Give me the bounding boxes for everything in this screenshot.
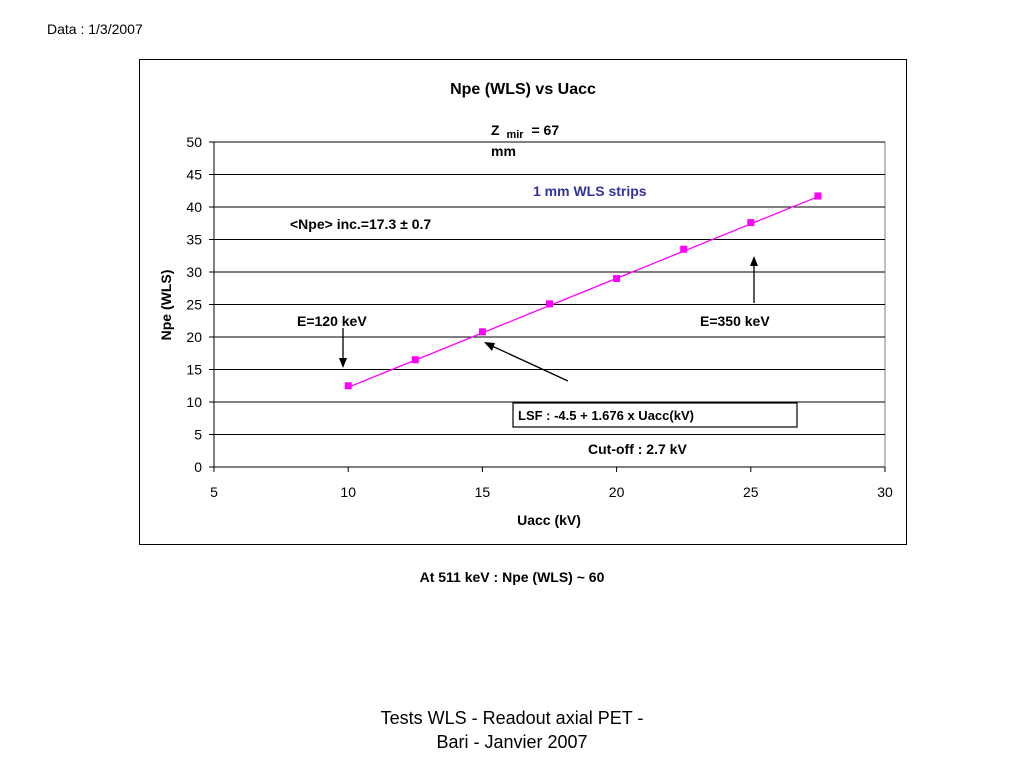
npe-inc-annotation: <Npe> inc.=17.3 ± 0.7 xyxy=(290,216,431,232)
data-point-0-3 xyxy=(546,300,553,308)
data-point-0-5 xyxy=(680,245,688,253)
x-tick-label-5: 5 xyxy=(210,484,218,500)
zmir-unit: mm xyxy=(491,143,516,159)
y-tick-label-0: 0 xyxy=(194,459,202,475)
footer-line-1: Tests WLS - Readout axial PET - xyxy=(380,708,644,728)
chart-frame: Npe (WLS) vs Uacc 0 5 10 15 20 25 30 35 40 45 50 5… xyxy=(139,59,907,545)
e350-arrow xyxy=(750,256,758,303)
x-tick-label-20: 20 xyxy=(609,484,625,500)
x-tick-label-25: 25 xyxy=(743,484,759,500)
strips-annotation: 1 mm WLS strips xyxy=(533,183,647,199)
lsf-arrow xyxy=(484,342,569,382)
chart-title: Npe (WLS) vs Uacc xyxy=(450,81,596,98)
x-axis-ticks: 5 10 15 20 25 30 xyxy=(210,467,893,500)
x-tick-label-10: 10 xyxy=(340,484,356,500)
date-label: Data : 1/3/2007 xyxy=(47,21,143,37)
x-tick-label-15: 15 xyxy=(475,484,491,500)
y-tick-label-25: 25 xyxy=(186,297,202,313)
y-tick-label-20: 20 xyxy=(186,329,202,345)
y-tick-label-5: 5 xyxy=(194,427,202,443)
x-tick-label-30: 30 xyxy=(877,484,893,500)
y-tick-label-30: 30 xyxy=(186,264,202,280)
data-point-0-7 xyxy=(814,192,822,200)
cutoff-annotation: Cut-off : 2.7 kV xyxy=(588,441,687,457)
lsf-box xyxy=(512,402,798,428)
footer: Tests WLS - Readout axial PET - Bari - J… xyxy=(0,706,1024,754)
lsf-annotation: LSF : -4.5 + 1.676 x Uacc(kV) xyxy=(518,408,694,423)
y-tick-label-15: 15 xyxy=(186,362,202,378)
fit-line-group xyxy=(347,196,819,388)
zmir-annotation: Z mir = 67 xyxy=(491,122,559,141)
zmir-value: = 67 xyxy=(531,122,559,138)
y-tick-label-50: 50 xyxy=(186,134,202,150)
data-point-0-2 xyxy=(478,328,486,336)
data-points xyxy=(344,192,822,390)
gridlines xyxy=(214,141,885,435)
e120-annotation: E=120 keV xyxy=(297,313,367,329)
zmir-subscript: mir xyxy=(506,129,524,141)
zmir-symbol: Z xyxy=(491,122,500,138)
data-point-0-6 xyxy=(747,219,755,227)
data-point-0-1 xyxy=(411,356,419,364)
y-axis-ticks: 0 5 10 15 20 25 30 35 40 45 50 xyxy=(186,134,214,475)
fit-line xyxy=(347,196,819,388)
y-tick-label-35: 35 xyxy=(186,232,202,248)
y-tick-label-10: 10 xyxy=(186,394,202,410)
e120-arrow xyxy=(339,328,347,368)
data-point-0-4 xyxy=(613,275,621,282)
footer-line-2: Bari - Janvier 2007 xyxy=(436,732,588,752)
x-axis-label: Uacc (kV) xyxy=(517,512,581,528)
footnote: At 511 keV : Npe (WLS) ~ 60 xyxy=(419,569,605,585)
e350-annotation: E=350 keV xyxy=(700,313,770,329)
y-tick-label-40: 40 xyxy=(186,199,202,215)
data-point-0-0 xyxy=(344,382,352,390)
y-tick-label-45: 45 xyxy=(186,167,202,183)
y-axis-label: Npe (WLS) xyxy=(158,270,174,341)
